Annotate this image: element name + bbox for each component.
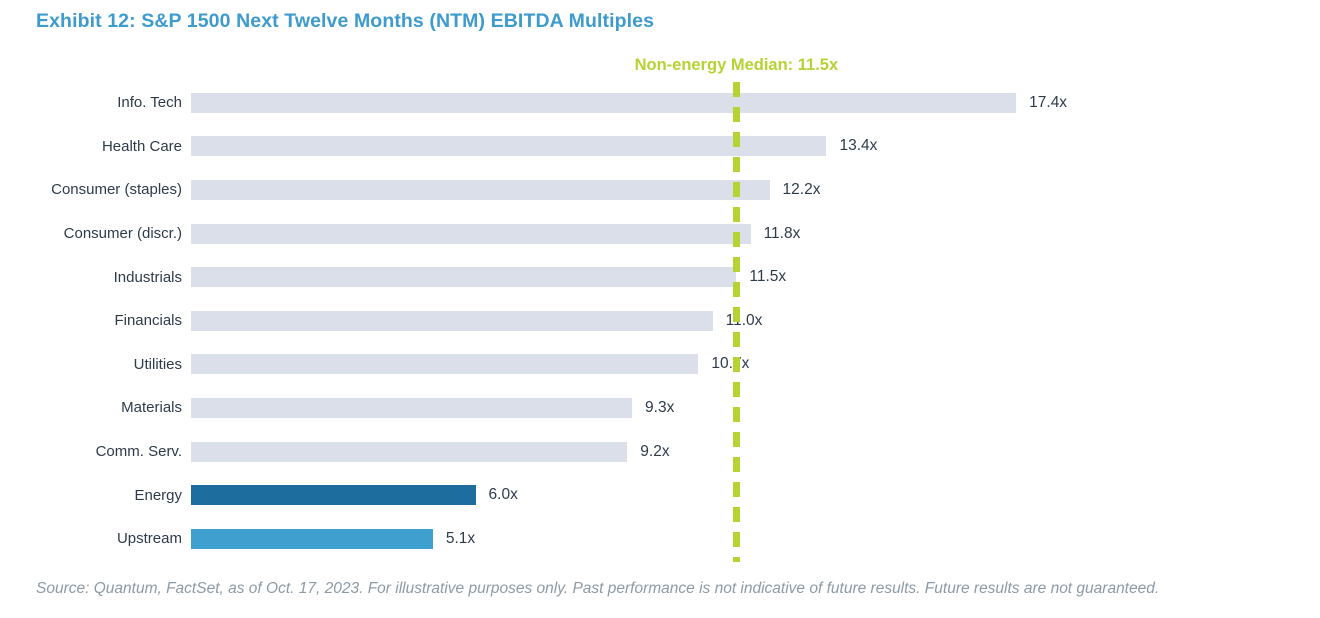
- category-label-health-care: Health Care: [101, 137, 182, 155]
- bar-info-tech: [191, 92, 1017, 113]
- plot-area: 9.2x: [191, 441, 1111, 462]
- chart-row-utilities: Utilities 10.7x: [36, 343, 1286, 387]
- value-label-consumer-discr: 11.8x: [763, 224, 801, 242]
- value-label-industrials: 11.5x: [749, 268, 787, 286]
- bar-comm-serv: [191, 441, 628, 462]
- median-annotation: Non-energy Median: 11.5x: [634, 56, 839, 74]
- chart-row-materials: Materials 9.3x: [36, 386, 1286, 430]
- plot-area: 11.5x: [191, 267, 1111, 288]
- category-label-energy: Energy: [134, 486, 182, 504]
- value-label-materials: 9.3x: [645, 398, 675, 416]
- value-label-info-tech: 17.4x: [1029, 93, 1068, 111]
- bar-energy: [191, 485, 476, 506]
- plot-area: 13.4x: [191, 136, 1111, 157]
- plot-area: 6.0x: [191, 485, 1111, 506]
- category-label-utilities: Utilities: [133, 355, 182, 373]
- category-label-financials: Financials: [114, 312, 182, 330]
- chart-row-financials: Financials 11.0x: [36, 299, 1286, 343]
- plot-area: 9.3x: [191, 397, 1111, 418]
- chart-row-health-care: Health Care 13.4x: [36, 125, 1286, 169]
- value-label-upstream: 5.1x: [445, 529, 476, 547]
- value-label-financials: 11.0x: [725, 311, 763, 329]
- chart-row-upstream: Upstream 5.1x: [36, 517, 1286, 561]
- category-label-upstream: Upstream: [116, 530, 182, 548]
- chart-row-info-tech: Info. Tech 17.4x: [36, 81, 1286, 125]
- plot-area: 11.8x: [191, 223, 1111, 244]
- chart-row-industrials: Industrials 11.5x: [36, 255, 1286, 299]
- category-label-industrials: Industrials: [113, 268, 182, 286]
- plot-area: 11.0x: [191, 310, 1111, 331]
- category-label-comm-serv: Comm. Serv.: [95, 443, 182, 461]
- plot-area: 12.2x: [191, 179, 1111, 200]
- category-label-consumer-discr: Consumer (discr.): [63, 225, 182, 243]
- median-dashed-line: [732, 82, 740, 562]
- bar-industrials: [191, 267, 737, 288]
- value-label-utilities: 10.7x: [711, 355, 750, 373]
- chart-row-comm-serv: Comm. Serv. 9.2x: [36, 430, 1286, 474]
- category-label-consumer-staples: Consumer (staples): [51, 181, 182, 199]
- bar-financials: [191, 310, 713, 331]
- source-note: Source: Quantum, FactSet, as of Oct. 17,…: [36, 580, 1160, 597]
- category-label-info-tech: Info. Tech: [117, 94, 182, 112]
- bar-utilities: [191, 354, 699, 375]
- value-label-health-care: 13.4x: [839, 137, 878, 155]
- plot-area: 17.4x: [191, 92, 1111, 113]
- chart-rows: Info. Tech 17.4x Health Care 13.4x Consumer …: [36, 81, 1286, 561]
- bar-materials: [191, 397, 633, 418]
- category-label-materials: Materials: [121, 399, 182, 417]
- bar-health-care: [191, 136, 827, 157]
- value-label-comm-serv: 9.2x: [640, 442, 670, 460]
- value-label-energy: 6.0x: [488, 486, 518, 504]
- chart-title: Exhibit 12: S&P 1500 Next Twelve Months …: [36, 10, 655, 32]
- plot-area: 5.1x: [191, 528, 1111, 549]
- chart-row-consumer-discr: Consumer (discr.) 11.8x: [36, 212, 1286, 256]
- value-label-consumer-staples: 12.2x: [782, 180, 821, 198]
- bar-chart: Non-energy Median: 11.5x Info. Tech 17.4x…: [36, 54, 1286, 562]
- chart-row-energy: Energy 6.0x: [36, 473, 1286, 517]
- bar-consumer-staples: [191, 179, 770, 200]
- bar-consumer-discr: [191, 223, 751, 244]
- bar-upstream: [191, 528, 433, 549]
- chart-row-consumer-staples: Consumer (staples) 12.2x: [36, 168, 1286, 212]
- plot-area: 10.7x: [191, 354, 1111, 375]
